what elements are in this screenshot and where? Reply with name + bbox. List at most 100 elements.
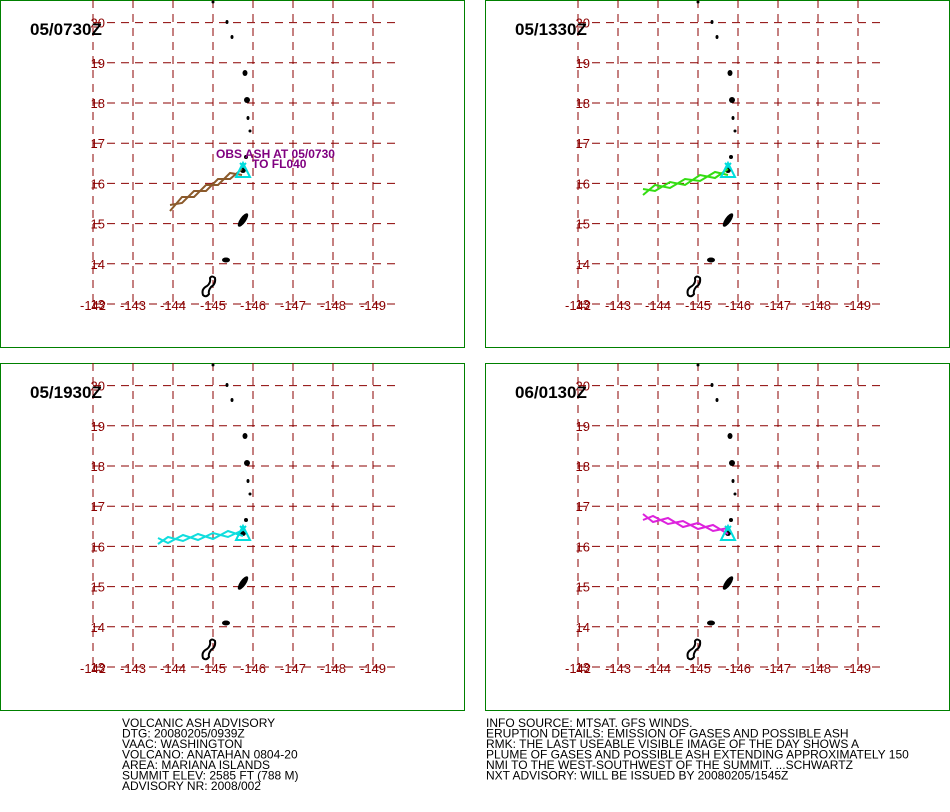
lon-label: -145 (685, 661, 711, 676)
volcano-marker (719, 523, 737, 541)
lat-label: 16 (576, 539, 590, 554)
lat-label: 15 (576, 217, 590, 232)
island (222, 257, 230, 263)
volcano-marker (719, 160, 737, 178)
lon-label: -144 (645, 298, 671, 313)
lon-label: -148 (320, 661, 346, 676)
advisory-line: RMK: THE LAST USEABLE VISIBLE IMAGE OF T… (486, 737, 859, 751)
island (225, 383, 229, 387)
island (729, 518, 733, 522)
advisory-line: PLUME OF GASES AND POSSIBLE ASH EXTENDIN… (486, 748, 909, 762)
panel-border (0, 363, 465, 711)
island (686, 275, 702, 298)
lon-label: -142 (80, 661, 106, 676)
lon-label: -145 (200, 298, 226, 313)
lon-label: -147 (280, 298, 306, 313)
lon-label: -146 (725, 298, 751, 313)
ash-plume (642, 513, 729, 533)
advisory-line: SUMMIT ELEV: 2585 FT (788 M) (122, 769, 299, 783)
lon-label: -143 (605, 298, 631, 313)
lon-label: -143 (120, 661, 146, 676)
lon-label: -147 (765, 298, 791, 313)
advisory-line: VOLCANO: ANATAHAN 0804-20 (122, 748, 298, 762)
island (211, 363, 215, 367)
island (242, 70, 248, 76)
map-panel: -142 -143 -144 -145 -146 -147 -148 -149 13 14 15 16… (485, 0, 950, 348)
lat-label: 18 (576, 96, 590, 111)
advisory-line: DTG: 20080205/0939Z (122, 727, 245, 741)
island (246, 479, 250, 483)
lon-label: -146 (725, 661, 751, 676)
island (729, 155, 733, 159)
island (242, 433, 248, 439)
lat-label: 13 (576, 660, 590, 675)
lon-label: -149 (845, 661, 871, 676)
island (248, 129, 252, 133)
island (733, 492, 737, 496)
lat-label: 16 (576, 176, 590, 191)
island (211, 0, 215, 4)
lon-label: -149 (360, 661, 386, 676)
lon-label: -147 (280, 661, 306, 676)
lat-label: 19 (576, 56, 590, 71)
lon-label: -149 (360, 298, 386, 313)
advisory-line: INFO SOURCE: MTSAT. GFS WINDS. (486, 716, 692, 730)
advisory-line: ADVISORY NR: 2008/002 (122, 779, 261, 793)
island (710, 383, 714, 387)
ash-plume (642, 514, 729, 535)
ash-plume (169, 171, 243, 212)
lat-label: 16 (91, 176, 105, 191)
lon-label: -145 (685, 298, 711, 313)
annotation: OBS ASH AT 05/0730 (216, 147, 335, 161)
ash-plume (169, 168, 243, 206)
lat-label: 17 (91, 499, 105, 514)
lon-label: -142 (80, 298, 106, 313)
lat-label: 19 (91, 419, 105, 434)
lat-label: 14 (91, 620, 105, 635)
island (230, 398, 234, 402)
island (707, 257, 715, 263)
advisory-line: NMI TO THE WEST-SOUTHWEST OF THE SUMMIT.… (486, 758, 853, 772)
lon-label: -144 (160, 298, 186, 313)
lon-label: -144 (160, 661, 186, 676)
lat-label: 15 (91, 217, 105, 232)
island (733, 129, 737, 133)
ash-plume (642, 168, 729, 193)
island (715, 398, 719, 402)
lat-label: 15 (576, 580, 590, 595)
lon-label: -146 (240, 298, 266, 313)
advisory-line: NXT ADVISORY: WILL BE ISSUED BY 20080205… (486, 769, 788, 783)
lat-label: 14 (576, 257, 590, 272)
island (237, 576, 249, 590)
lat-label: 15 (91, 580, 105, 595)
lat-label: 20 (91, 379, 105, 394)
island (731, 116, 735, 120)
lat-label: 14 (91, 257, 105, 272)
island (246, 116, 250, 120)
volcano-marker (234, 523, 252, 541)
lon-label: -148 (320, 298, 346, 313)
island (244, 518, 248, 522)
advisory-line: VOLCANIC ASH ADVISORY (122, 716, 275, 730)
island (722, 576, 734, 590)
lat-label: 19 (91, 56, 105, 71)
lat-label: 17 (576, 499, 590, 514)
lon-label: -142 (565, 298, 591, 313)
lon-label: -149 (845, 298, 871, 313)
lat-label: 17 (91, 136, 105, 151)
panel-border (0, 0, 465, 348)
island (244, 460, 250, 466)
lon-label: -144 (645, 661, 671, 676)
island (727, 433, 733, 439)
island (731, 479, 735, 483)
island (715, 35, 719, 39)
ash-plume (157, 529, 244, 545)
advisory-line: VAAC: WASHINGTON (122, 737, 242, 751)
island (222, 620, 230, 626)
lon-label: -143 (605, 661, 631, 676)
island (707, 620, 715, 626)
island (244, 97, 250, 103)
lat-label: 18 (91, 459, 105, 474)
volcano-marker (234, 160, 252, 178)
